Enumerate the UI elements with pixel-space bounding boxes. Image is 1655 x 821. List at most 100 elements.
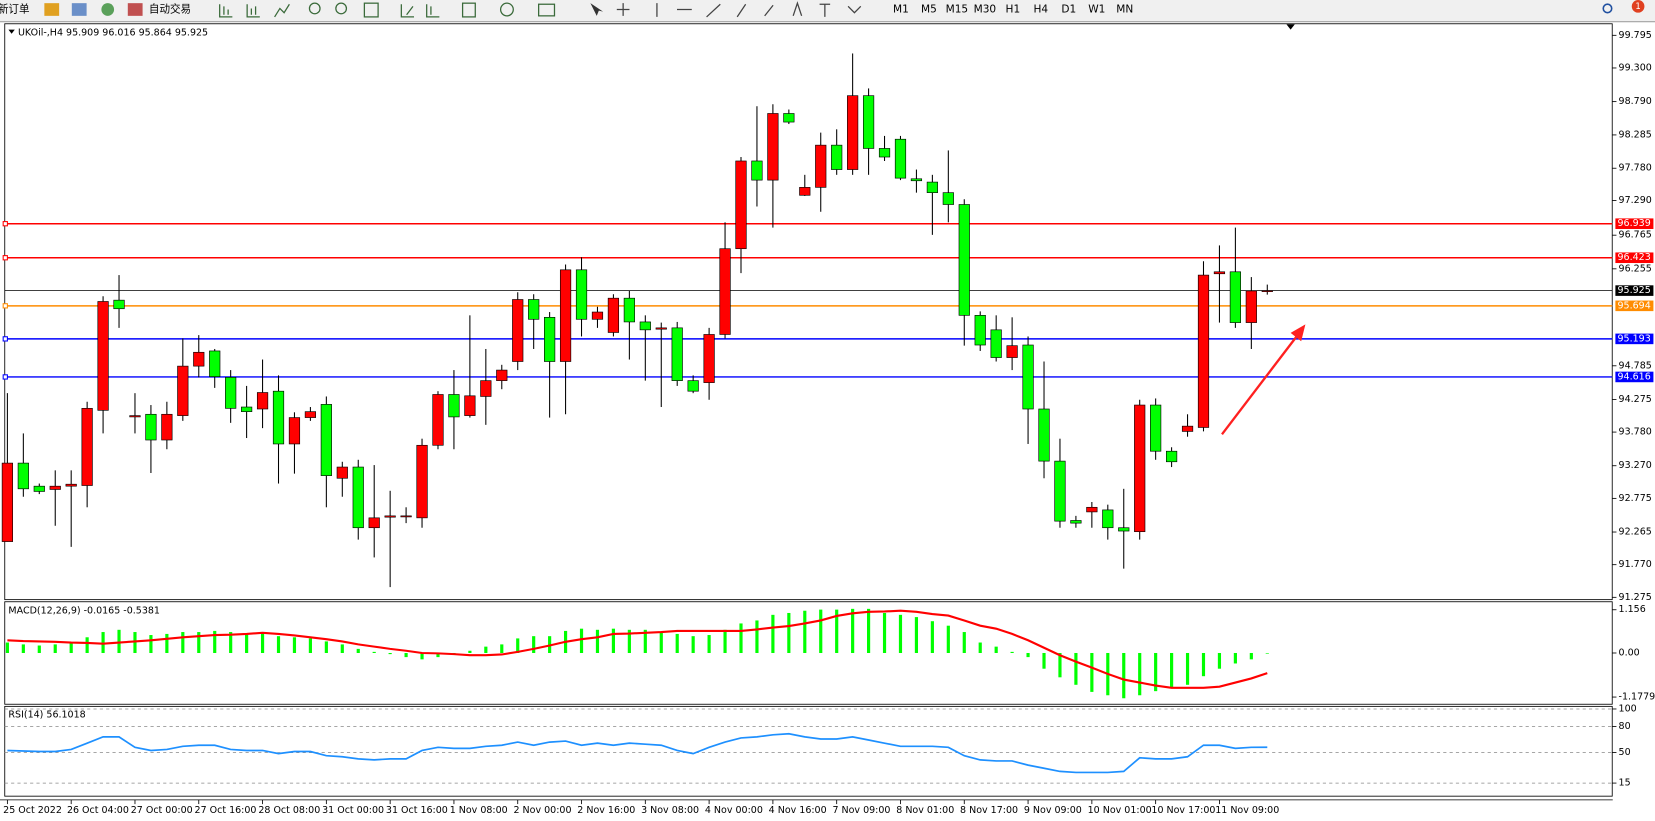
panel-menu-marker[interactable] bbox=[8, 29, 15, 34]
x-tick-label: 31 Oct 00:00 bbox=[322, 805, 384, 816]
icon[interactable] bbox=[308, 2, 321, 15]
level-marker bbox=[2, 374, 8, 380]
macd-bar bbox=[579, 628, 584, 653]
macd-bar bbox=[994, 646, 998, 653]
icon[interactable] bbox=[363, 2, 379, 18]
y-tick-label: 1.156 bbox=[1619, 604, 1646, 615]
candle-body bbox=[512, 299, 524, 362]
icon[interactable] bbox=[246, 4, 260, 18]
autotrade-icon[interactable] bbox=[127, 3, 143, 16]
macd-bar bbox=[1074, 652, 1078, 685]
macd-bar bbox=[404, 652, 408, 658]
icon[interactable] bbox=[219, 4, 233, 18]
current-price-label: 95.925 bbox=[1618, 285, 1651, 296]
icon[interactable] bbox=[274, 3, 290, 18]
icon[interactable] bbox=[499, 2, 514, 17]
timeframe-button[interactable]: MN bbox=[1116, 4, 1133, 16]
candle-body bbox=[145, 413, 157, 441]
x-tick-label: 3 Nov 08:00 bbox=[641, 805, 699, 816]
candle-body bbox=[799, 187, 811, 196]
icon[interactable] bbox=[538, 3, 556, 17]
signal-last: -0.5381 bbox=[123, 605, 160, 616]
timeframe-button[interactable]: M5 bbox=[921, 4, 937, 16]
candle-body bbox=[1038, 408, 1050, 462]
candle-body bbox=[161, 413, 173, 441]
y-tick-label: 99.300 bbox=[1619, 62, 1652, 73]
icon[interactable] bbox=[792, 1, 862, 17]
icon[interactable] bbox=[400, 4, 415, 18]
badge[interactable] bbox=[1631, 0, 1645, 13]
candle-body bbox=[272, 390, 285, 445]
icon[interactable] bbox=[335, 2, 348, 15]
icon[interactable] bbox=[426, 4, 440, 18]
candle-body bbox=[544, 316, 556, 362]
macd-bar bbox=[468, 650, 472, 653]
macd-bar bbox=[69, 642, 73, 653]
macd-bar bbox=[133, 632, 137, 653]
y-tick-label: 96.255 bbox=[1619, 263, 1652, 274]
candle-body bbox=[65, 483, 77, 487]
timeframes[interactable]: M1 M5 M15 M30 H1 H4 D1 W1 MN bbox=[893, 4, 1133, 16]
candle-body bbox=[209, 350, 221, 377]
macd-bar bbox=[516, 638, 520, 653]
candle-body bbox=[958, 204, 970, 316]
signal-line bbox=[7, 609, 1268, 689]
macd-bar bbox=[1042, 652, 1046, 669]
timeframe-button[interactable]: W1 bbox=[1088, 4, 1105, 16]
macd-bar bbox=[197, 632, 201, 653]
level-label-box bbox=[1615, 333, 1654, 345]
y-tick-label: 80 bbox=[1619, 721, 1631, 732]
macd-bar bbox=[1217, 652, 1222, 669]
candle-body bbox=[1086, 506, 1098, 513]
candle-body bbox=[655, 327, 667, 330]
x-tick-label: 2 Nov 00:00 bbox=[514, 805, 572, 816]
candle-body bbox=[241, 406, 253, 412]
last-high: 96.016 bbox=[102, 27, 135, 38]
x-tick-label: 26 Oct 04:00 bbox=[67, 805, 129, 816]
current-price-box bbox=[1615, 285, 1654, 296]
y-tick-label: 93.270 bbox=[1619, 460, 1652, 471]
macd-bar bbox=[1170, 652, 1174, 688]
x-tick-label: 27 Oct 16:00 bbox=[195, 805, 257, 816]
icon[interactable] bbox=[44, 3, 60, 16]
x-tick-label: 4 Nov 00:00 bbox=[705, 805, 763, 816]
timeframe-button[interactable]: D1 bbox=[1061, 4, 1076, 16]
chart-tools[interactable] bbox=[219, 1, 862, 18]
candle-body bbox=[1245, 290, 1257, 323]
plot-layer: 91.275 91.770 92.265 92.775 93.270 93.780 94.2… bbox=[1, 30, 1655, 816]
price-header: UKOil-,H4 95.909 96.016 95.864 95.925 bbox=[18, 27, 208, 38]
timeframe-button[interactable]: H1 bbox=[1006, 4, 1021, 16]
x-tick-label: 10 Nov 01:00 bbox=[1088, 805, 1152, 816]
level-label-box bbox=[1615, 300, 1654, 312]
price-panel-border bbox=[4, 23, 1613, 601]
timeframe-button[interactable]: H4 bbox=[1034, 4, 1049, 16]
rsi-line bbox=[7, 732, 1268, 774]
macd-bar bbox=[53, 644, 57, 653]
y-tick-label: 50 bbox=[1619, 747, 1631, 758]
timeframe-button[interactable]: M1 bbox=[893, 4, 909, 16]
candle-body bbox=[177, 365, 189, 416]
search-icon[interactable] bbox=[1602, 3, 1613, 14]
macd-bar bbox=[1185, 652, 1190, 685]
macd-bar bbox=[962, 632, 966, 653]
timeframe-button[interactable]: M15 bbox=[946, 4, 969, 16]
icon[interactable] bbox=[616, 3, 774, 18]
y-tick-label: 93.780 bbox=[1619, 427, 1652, 438]
new-order-button[interactable]: 新订单 bbox=[0, 3, 30, 16]
icon[interactable] bbox=[461, 2, 476, 18]
autotrade-button[interactable]: 自动交易 bbox=[149, 3, 191, 16]
y-tick-label: 94.275 bbox=[1619, 394, 1652, 405]
candle-body bbox=[400, 515, 412, 518]
macd-bar bbox=[500, 644, 504, 653]
candle-body bbox=[480, 380, 492, 397]
badge-count[interactable]: 1 bbox=[1635, 1, 1640, 11]
macd-bar bbox=[229, 632, 233, 653]
timeframe-button[interactable]: M30 bbox=[974, 4, 997, 16]
icon[interactable] bbox=[101, 3, 115, 16]
cursor-icon[interactable] bbox=[590, 3, 604, 16]
candle-body bbox=[1102, 509, 1114, 529]
y-tick-label: 15 bbox=[1619, 778, 1631, 789]
macd-bar bbox=[340, 644, 344, 653]
icon[interactable] bbox=[71, 3, 87, 16]
